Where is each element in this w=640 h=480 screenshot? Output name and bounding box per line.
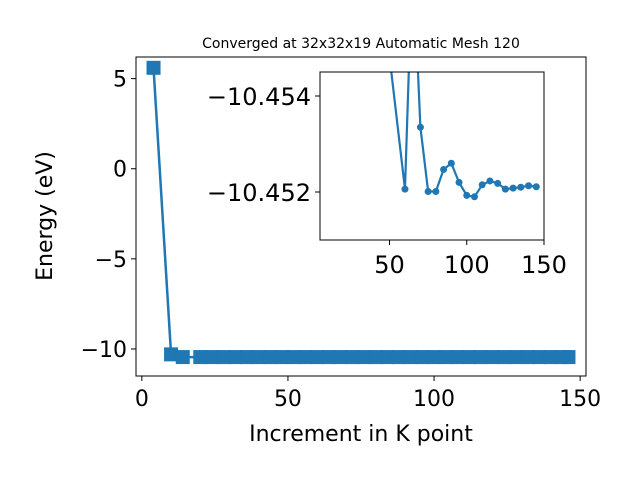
main-y-tick-label: 5	[113, 68, 127, 93]
inset-data-point	[455, 178, 463, 186]
main-data-point	[175, 350, 190, 365]
inset-data-point	[463, 191, 471, 199]
main-data-point	[310, 350, 325, 365]
main-data-point	[251, 350, 266, 365]
main-y-tick-label: −10	[81, 338, 127, 363]
main-x-tick-label: 50	[274, 387, 302, 412]
inset-chart: 50 100 150 −10.454 −10.452	[207, 71, 567, 279]
main-y-tick-label: 0	[113, 158, 127, 183]
main-data-point	[427, 350, 442, 365]
main-data-point	[286, 350, 301, 365]
main-data-point	[543, 350, 558, 365]
main-data-point	[391, 350, 406, 365]
main-data-point	[368, 350, 383, 365]
inset-data-point	[447, 159, 455, 167]
inset-data-point	[416, 123, 424, 131]
inset-data-point	[525, 182, 533, 190]
main-data-point	[345, 350, 360, 365]
inset-y-tick-label: −10.452	[207, 179, 311, 207]
main-data-point	[193, 350, 208, 365]
inset-data-point	[478, 181, 486, 189]
main-data-point	[321, 350, 336, 365]
main-data-point	[462, 350, 477, 365]
main-x-tick-label: 100	[413, 387, 455, 412]
main-y-tick-label: −5	[95, 248, 127, 273]
y-axis-label: Energy (eV)	[33, 151, 58, 281]
inset-data-point	[432, 188, 440, 196]
main-y-ticks: 5 0 −5 −10	[81, 68, 136, 363]
main-data-point	[204, 350, 219, 365]
main-data-point	[356, 350, 371, 365]
main-data-point	[438, 350, 453, 365]
inset-y-tick-label: −10.454	[207, 83, 311, 111]
main-data-point	[275, 350, 290, 365]
main-plot-frame	[135, 56, 587, 377]
main-data-point	[240, 350, 255, 365]
inset-data-point	[470, 193, 478, 201]
main-x-tick-label: 0	[135, 387, 149, 412]
inset-x-tick-label: 150	[521, 251, 567, 279]
inset-data-point	[494, 179, 502, 187]
main-data-point	[508, 350, 523, 365]
main-data-point	[380, 350, 395, 365]
main-data-point	[497, 350, 512, 365]
main-data-point	[164, 347, 179, 362]
x-axis-label: Increment in K point	[249, 422, 473, 447]
main-x-tick-label: 150	[559, 387, 601, 412]
main-x-ticks: 0 50 100 150	[135, 376, 601, 412]
inset-background	[320, 72, 544, 240]
inset-data-point	[517, 183, 525, 191]
inset-data-point	[509, 184, 517, 192]
main-data-point	[520, 350, 535, 365]
inset-data-point	[440, 165, 448, 173]
inset-x-ticks: 50 100 150	[374, 240, 567, 279]
main-data-point	[485, 350, 500, 365]
main-data-point	[561, 350, 576, 365]
main-data-point	[298, 350, 313, 365]
main-data-point	[473, 350, 488, 365]
inset-data-point	[501, 185, 509, 193]
inset-x-tick-label: 50	[374, 251, 405, 279]
inset-series-group	[390, 72, 540, 201]
inset-y-ticks: −10.454 −10.452	[207, 83, 320, 207]
main-data-point	[450, 350, 465, 365]
inset-x-tick-label: 100	[444, 251, 490, 279]
main-data-point	[333, 350, 348, 365]
inset-data-point	[424, 188, 432, 196]
main-data-point	[403, 350, 418, 365]
main-data-point	[415, 350, 430, 365]
main-data-point	[228, 350, 243, 365]
main-data-point	[216, 350, 231, 365]
main-data-point	[532, 350, 547, 365]
main-series-group	[146, 60, 576, 365]
main-chart: Converged at 32x32x19 Automatic Mesh 120…	[33, 36, 601, 447]
inset-plot-frame	[319, 71, 545, 241]
inset-data-point	[486, 177, 494, 185]
main-data-point	[263, 350, 278, 365]
main-data-point	[146, 60, 161, 75]
inset-data-point	[532, 183, 540, 191]
inset-data-point	[401, 185, 409, 193]
chart-title: Converged at 32x32x19 Automatic Mesh 120	[202, 36, 520, 52]
